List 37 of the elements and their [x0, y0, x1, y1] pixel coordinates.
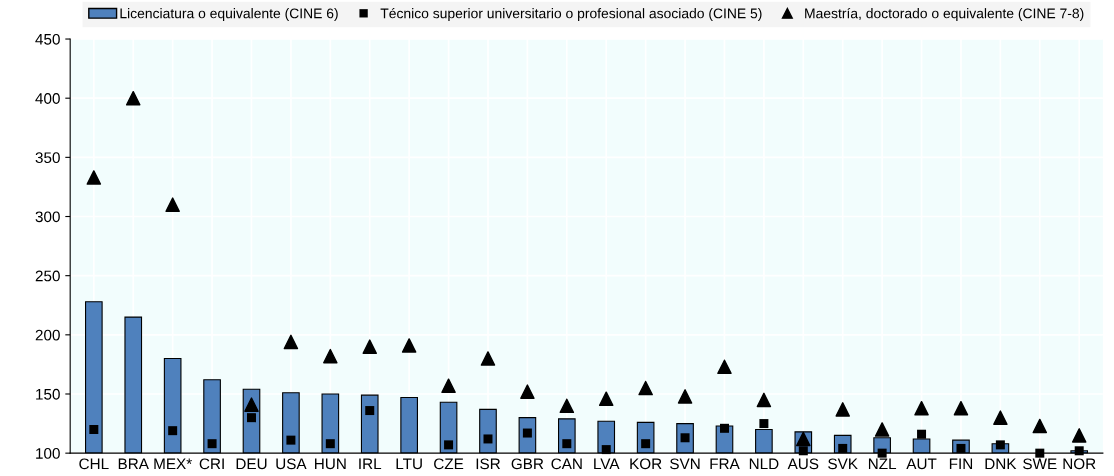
x-tick-label: FIN: [949, 458, 973, 470]
x-tick-label: FRA: [710, 458, 740, 470]
y-tick-label: 250: [35, 270, 60, 282]
legend-label: Técnico superior universitario o profesional asociado (CINE 5): [380, 7, 762, 22]
y-tick-label: 150: [36, 388, 60, 400]
y-tick-label: 200: [35, 329, 60, 341]
x-tick-label: AUT: [906, 458, 937, 470]
x-tick-label: CRI: [199, 458, 224, 470]
x-tick-label: SWE: [1023, 458, 1057, 470]
x-tick-label: IRL: [359, 458, 382, 470]
x-tick-label: NZL: [868, 458, 897, 470]
x-tick-label: CAN: [551, 458, 582, 470]
x-tick-label: USA: [276, 458, 307, 470]
x-tick-label: SVN: [670, 458, 700, 470]
legend-label: Licenciatura o equivalente (CINE 6): [120, 8, 338, 22]
y-tick-label: 400: [35, 93, 60, 104]
x-tick-label: CZE: [434, 458, 464, 470]
x-tick-label: GBR: [511, 458, 544, 470]
x-tick-label: LVA: [594, 458, 620, 470]
x-tick-label: MEX*: [154, 458, 192, 470]
x-tick-label: BRA: [118, 458, 149, 470]
x-tick-label: DEU: [236, 458, 267, 470]
x-tick-label: ISR: [476, 458, 501, 470]
y-tick-label: 350: [35, 152, 60, 164]
y-tick-label: 450: [35, 33, 60, 45]
x-tick-label: NLD: [749, 458, 779, 470]
x-tick-label: HUN: [315, 458, 346, 470]
x-tick-label: SVK: [828, 458, 858, 470]
x-tick-label: LTU: [396, 458, 422, 470]
y-tick-label: 100: [36, 448, 60, 459]
x-tick-label: NOR: [1063, 458, 1096, 470]
y-tick-label: 300: [35, 211, 60, 223]
x-tick-label: CHL: [79, 458, 109, 470]
x-tick-label: DNK: [985, 458, 1017, 470]
x-tick-label: KOR: [630, 458, 662, 470]
legend-label: Maestría, doctorado o equivalente (CINE 7-8): [805, 7, 1084, 22]
x-tick-label: AUS: [787, 458, 819, 470]
